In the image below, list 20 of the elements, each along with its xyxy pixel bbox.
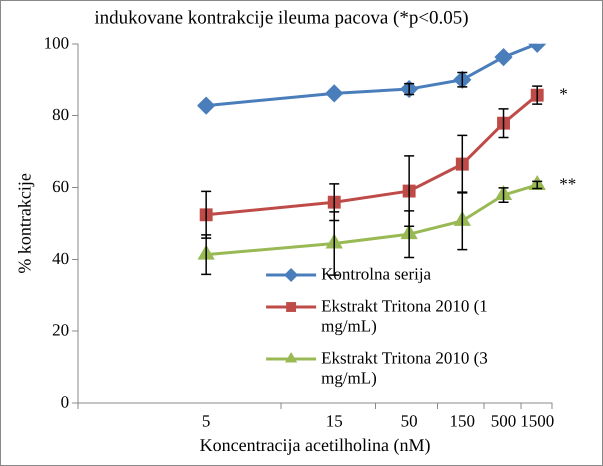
y-tick-label: 20 <box>52 320 70 340</box>
legend-label: Ekstrakt Tritona 2010 (1 mg/mL) <box>321 296 488 336</box>
x-tick-label: 5 <box>202 412 210 431</box>
annotation: * <box>559 84 568 104</box>
x-tick-label: 500 <box>490 412 516 431</box>
y-tick-label: 80 <box>52 105 70 124</box>
x-tick-label: 150 <box>450 412 476 431</box>
chart-title: indukovane kontrakcije ileuma pacova (*p<0.05) <box>94 7 469 28</box>
legend-label: Ekstrakt Tritona 2010 (3 mg/mL) <box>321 348 488 388</box>
y-tick-label: 100 <box>44 33 70 52</box>
annotation: ** <box>559 174 576 194</box>
x-tick-label: 50 <box>400 412 418 431</box>
y-tick-label: 40 <box>52 248 70 268</box>
x-tick-label: 15 <box>326 412 343 431</box>
legend-label: Kontrolna serija <box>321 264 432 284</box>
y-tick-label: 0 <box>60 392 70 412</box>
x-tick-label: 1500 <box>520 412 554 431</box>
y-axis-title: % kontrakcije <box>14 173 35 274</box>
y-tick-label: 60 <box>52 176 70 196</box>
x-axis-title: Koncentracija acetilholina (nM) <box>200 434 431 455</box>
